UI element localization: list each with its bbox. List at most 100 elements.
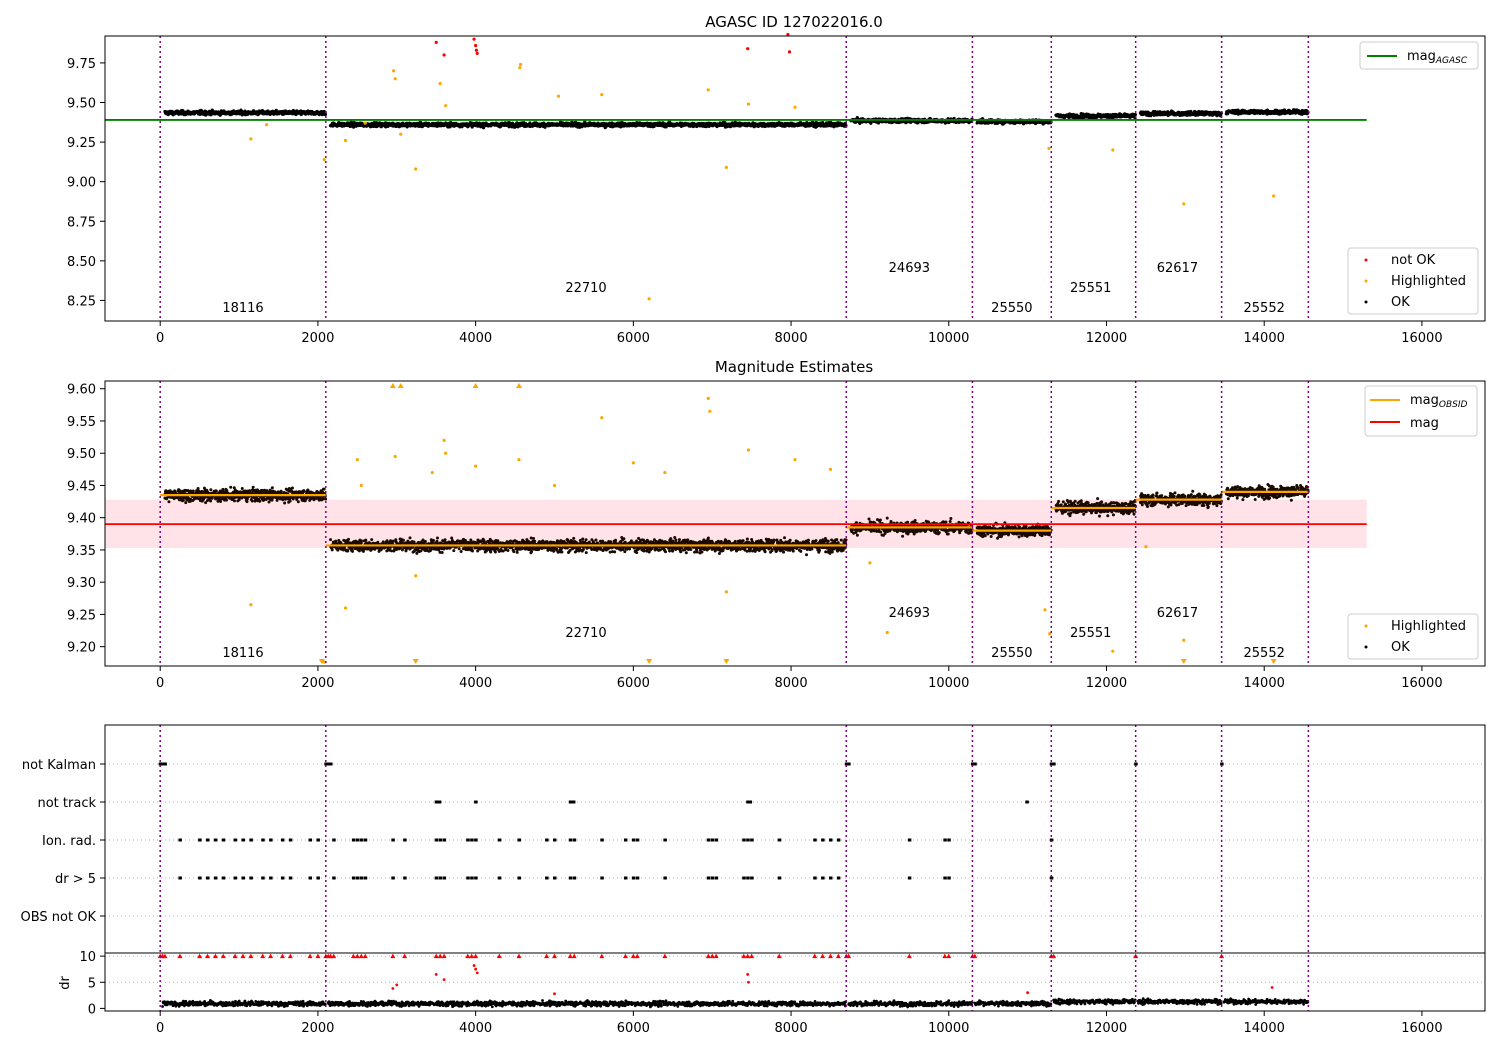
- highlighted-point: [249, 137, 253, 141]
- y-tick-label: 9.25: [67, 136, 96, 151]
- highlighted-point: [706, 88, 710, 92]
- ok-point: [221, 487, 225, 491]
- ok-point: [443, 538, 447, 542]
- highlighted-point: [1272, 194, 1276, 198]
- highlighted-point: [600, 92, 604, 97]
- highlighted-point: [724, 165, 728, 170]
- not-ok-point: [787, 50, 792, 54]
- x-tick-label: 2000: [301, 331, 334, 346]
- ok-point: [408, 536, 412, 540]
- highlighted-point: [647, 297, 651, 301]
- ok-point: [459, 549, 463, 553]
- ok-point: [351, 549, 355, 553]
- ok-point: [364, 538, 368, 542]
- ok-point: [296, 500, 300, 504]
- ok-point: [440, 550, 444, 554]
- legend-highlighted: Highlighted: [1391, 274, 1466, 289]
- ok-point: [391, 539, 395, 543]
- ok-point: [470, 549, 474, 553]
- x-tick-label: 14000: [1244, 331, 1285, 346]
- panel1-title: AGASC ID 127022016.0: [705, 13, 883, 31]
- highlighted-point: [414, 167, 418, 171]
- highlighted-point: [438, 81, 442, 86]
- panel1-line-legend: magAGASC: [1359, 41, 1479, 70]
- obsid-label: 18116: [222, 301, 263, 316]
- y-tick-label: 8.75: [67, 215, 96, 230]
- ok-point: [270, 486, 274, 490]
- ok-point: [232, 499, 236, 503]
- not-ok-point: [474, 48, 479, 52]
- highlighted-point: [1111, 148, 1115, 152]
- x-tick-label: 10000: [928, 331, 969, 346]
- ok-point: [270, 498, 274, 502]
- ok-point: [323, 112, 328, 116]
- highlighted-point: [343, 138, 348, 143]
- highlighted-point: [322, 157, 326, 162]
- not-ok-point: [474, 43, 478, 48]
- ok-point: [290, 486, 294, 490]
- highlighted-point: [1182, 202, 1186, 206]
- ok-point: [329, 538, 333, 542]
- highlighted-point: [793, 105, 797, 109]
- not-ok-point: [472, 37, 476, 41]
- ok-point: [385, 539, 389, 543]
- legend-not-ok: not OK: [1391, 253, 1436, 268]
- ok-point: [489, 550, 493, 554]
- highlighted-point: [518, 62, 523, 67]
- highlighted-point: [392, 69, 396, 73]
- ok-point: [435, 536, 439, 540]
- ok-point: [452, 549, 456, 553]
- highlighted-point: [746, 102, 751, 106]
- highlighted-point: [393, 77, 397, 81]
- ok-point: [283, 501, 287, 505]
- ok-point: [209, 499, 213, 503]
- not-ok-point: [746, 47, 750, 51]
- highlighted-point: [518, 66, 522, 70]
- not-ok-point: [475, 51, 479, 56]
- obsid-label: 24693: [889, 261, 930, 276]
- obsid-label: 25552: [1244, 301, 1285, 316]
- ok-point: [181, 498, 185, 502]
- obsid-label: 25551: [1070, 281, 1111, 296]
- x-tick-label: 4000: [459, 331, 492, 346]
- x-tick-label: 0: [156, 331, 164, 346]
- x-tick-label: 16000: [1401, 331, 1442, 346]
- highlighted-point: [399, 132, 403, 136]
- ok-point: [224, 498, 228, 502]
- ok-point: [469, 538, 473, 542]
- panel1-data: [105, 32, 1367, 301]
- ok-point: [431, 538, 435, 542]
- highlighted-point: [363, 121, 367, 125]
- highlighted-point: [444, 104, 448, 108]
- ok-point: [435, 539, 439, 543]
- ok-point: [1133, 112, 1137, 117]
- ok-point: [401, 538, 405, 542]
- ok-point: [184, 501, 188, 505]
- obsid-label: 22710: [565, 281, 606, 296]
- ok-point: [346, 549, 350, 553]
- highlighted-point: [1047, 146, 1051, 151]
- ok-point: [288, 499, 292, 503]
- ok-point: [429, 548, 433, 552]
- ok-point: [229, 485, 233, 489]
- ok-point: [347, 537, 351, 541]
- highlighted-point: [556, 94, 561, 98]
- ok-point: [240, 486, 244, 490]
- ok-point: [251, 485, 255, 489]
- y-tick-label: 9.75: [67, 57, 96, 72]
- ok-point: [302, 489, 306, 493]
- ok-point: [279, 489, 283, 493]
- x-tick-label: 6000: [617, 331, 650, 346]
- ok-point: [250, 499, 254, 503]
- y-tick-label: 8.50: [67, 255, 96, 270]
- not-ok-point: [434, 40, 438, 44]
- x-tick-label: 12000: [1086, 331, 1127, 346]
- y-tick-label: 9.50: [67, 97, 96, 112]
- ok-point: [330, 548, 334, 552]
- ok-point: [423, 539, 427, 543]
- ok-point: [214, 489, 218, 493]
- ok-point: [258, 499, 262, 503]
- x-tick-label: 8000: [775, 331, 808, 346]
- ok-point: [389, 539, 393, 543]
